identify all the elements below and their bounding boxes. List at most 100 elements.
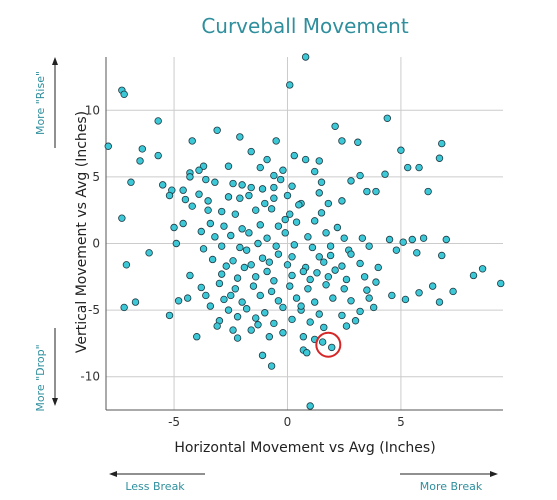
data-point — [356, 171, 364, 180]
data-points — [104, 53, 505, 410]
data-point — [206, 302, 215, 310]
data-point — [238, 298, 246, 306]
data-point — [295, 201, 303, 209]
data-point — [197, 283, 205, 292]
data-point — [236, 133, 244, 141]
data-point — [263, 267, 271, 276]
data-point — [217, 242, 226, 250]
data-point — [347, 177, 355, 185]
x-axis-title: Horizontal Movement vs Avg (Inches) — [174, 440, 435, 456]
data-point — [154, 151, 162, 160]
data-point — [288, 253, 296, 261]
data-point — [197, 227, 205, 236]
arrow-right-head — [490, 471, 498, 477]
data-point — [360, 273, 369, 281]
data-point — [213, 126, 221, 134]
data-point — [202, 175, 210, 184]
data-point — [195, 166, 203, 174]
data-point — [245, 191, 253, 200]
data-point — [224, 306, 233, 314]
data-point — [317, 178, 326, 186]
data-point — [340, 285, 348, 293]
data-point — [261, 199, 269, 208]
data-point — [118, 214, 126, 222]
data-point — [279, 329, 287, 337]
data-point — [174, 297, 183, 305]
data-point — [281, 215, 289, 224]
data-point — [186, 173, 194, 181]
y-tick-label: -5 — [88, 303, 100, 317]
data-point — [301, 53, 310, 61]
data-point — [372, 278, 380, 286]
data-point — [181, 195, 190, 204]
data-point — [286, 282, 294, 290]
data-point — [324, 199, 333, 208]
data-point — [290, 151, 298, 160]
data-point — [145, 249, 153, 257]
data-point — [313, 269, 321, 277]
data-point — [306, 402, 314, 410]
data-point — [204, 197, 212, 205]
data-point — [104, 142, 112, 150]
data-point — [281, 229, 289, 237]
data-point — [236, 243, 244, 252]
data-point — [399, 238, 407, 246]
data-point — [193, 333, 201, 341]
arrow-up-head — [52, 57, 58, 65]
data-point — [340, 234, 348, 242]
y-axis-title: Vertical Movement vs Avg (Inches) — [74, 111, 90, 353]
data-point — [229, 257, 237, 265]
data-point — [413, 249, 421, 257]
data-point — [165, 311, 174, 320]
data-point — [365, 294, 373, 302]
data-point — [199, 162, 208, 170]
data-point — [419, 234, 428, 242]
data-point — [415, 163, 423, 172]
data-point — [320, 258, 328, 266]
data-point — [308, 243, 317, 252]
data-point — [283, 261, 292, 269]
data-point — [131, 298, 140, 306]
data-point — [306, 318, 314, 326]
data-point — [326, 251, 335, 260]
data-point — [270, 171, 278, 180]
data-point — [415, 289, 423, 297]
data-point — [497, 279, 505, 288]
data-point — [236, 194, 244, 202]
data-point — [267, 287, 276, 296]
data-point — [449, 287, 457, 296]
data-point — [188, 202, 196, 210]
data-point — [265, 258, 274, 266]
data-point — [199, 245, 208, 253]
data-point — [256, 291, 264, 300]
data-point — [435, 154, 444, 162]
data-point — [188, 137, 196, 145]
data-point — [438, 139, 446, 148]
data-point — [240, 263, 249, 272]
data-point — [208, 255, 217, 264]
data-point — [122, 261, 131, 269]
data-point — [292, 294, 301, 302]
data-point — [304, 285, 312, 293]
data-point — [311, 298, 319, 306]
annotation-more-drop: More "Drop" — [34, 344, 47, 411]
data-point — [315, 189, 323, 197]
data-point — [227, 231, 235, 240]
data-point — [356, 307, 364, 316]
data-point — [356, 259, 364, 268]
annotation-more-break: More Break — [420, 480, 483, 493]
data-point — [324, 273, 333, 281]
data-point — [252, 273, 260, 281]
data-point — [170, 223, 178, 232]
data-point — [258, 185, 267, 193]
data-point — [322, 281, 330, 289]
data-point — [229, 326, 237, 334]
data-point — [358, 234, 367, 242]
data-point — [428, 282, 437, 290]
data-point — [233, 274, 242, 282]
grid — [106, 57, 503, 410]
data-point — [276, 175, 285, 184]
data-point — [424, 187, 432, 196]
data-point — [242, 246, 251, 254]
data-point — [247, 183, 255, 192]
